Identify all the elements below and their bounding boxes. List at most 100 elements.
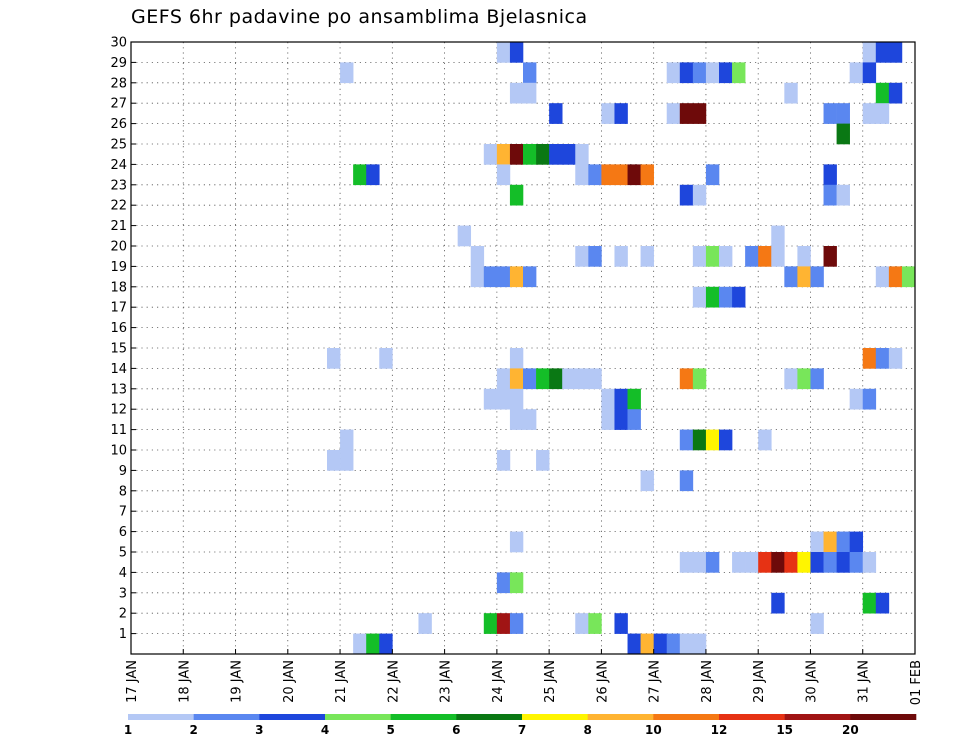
heatmap-cell [705, 286, 720, 308]
heatmap-cell [810, 531, 824, 553]
heatmap-cell [496, 266, 511, 288]
y-tick-label: 12 [110, 403, 127, 418]
heatmap-cell [627, 388, 641, 410]
heatmap-cell [496, 144, 511, 165]
heatmap-cell [692, 103, 707, 124]
heatmap-cell [705, 62, 720, 84]
heatmap-cell [692, 368, 707, 390]
heatmap-cell [745, 246, 759, 267]
heatmap-cell [549, 103, 563, 124]
colorbar-label: 20 [842, 723, 859, 737]
heatmap-cell [614, 613, 628, 634]
heatmap-cell [679, 368, 694, 390]
heatmap-cell [366, 164, 380, 186]
heatmap-cell [797, 266, 811, 288]
heatmap-cell [849, 388, 864, 410]
y-axis: 1234567891011121314151617181920212223242… [110, 36, 136, 642]
heatmap-cell [771, 225, 785, 247]
heatmap-cell [575, 164, 589, 186]
heatmap-cell [836, 552, 850, 573]
heatmap-cell [575, 613, 589, 634]
heatmap-cell [640, 164, 654, 186]
heatmap-cell [823, 164, 837, 186]
y-tick-label: 17 [110, 301, 127, 316]
heatmap-cell [810, 552, 824, 573]
colorbar-swatch [325, 714, 391, 720]
heatmap-cell [588, 164, 602, 186]
heatmap-cell [523, 266, 537, 288]
heatmap-cell [862, 552, 877, 573]
y-tick-label: 11 [110, 423, 127, 438]
heatmap-cell [601, 164, 615, 186]
heatmap-cell [836, 184, 850, 206]
y-tick-label: 25 [110, 138, 127, 153]
heatmap-cell [523, 82, 537, 104]
heatmap-cell [379, 633, 393, 655]
x-tick-label: 25 JAN [543, 660, 558, 703]
heatmap-cell [483, 613, 498, 634]
heatmap-cell [849, 62, 864, 84]
heatmap-cell [705, 246, 720, 267]
y-tick-label: 3 [119, 586, 127, 601]
x-tick-label: 31 JAN [857, 660, 872, 703]
heatmap-cell [758, 552, 772, 573]
heatmap-cell [679, 552, 694, 573]
colorbar: 1 2 3 4 5 6 7 8 10 12 15 20 [124, 714, 917, 737]
heatmap-cell [483, 144, 498, 165]
x-axis: 17 JAN 18 JAN 19 JAN 20 JAN 21 JAN 22 JAN 23 J… [125, 649, 924, 705]
colorbar-swatch [653, 714, 720, 720]
heatmap-cell [340, 429, 354, 451]
heatmap-cell [640, 470, 654, 492]
y-tick-label: 10 [110, 444, 127, 459]
heatmap-cell [509, 368, 524, 390]
heatmap-cell [666, 103, 681, 124]
heatmap-cell [692, 633, 707, 655]
colorbar-label: 1 [124, 723, 132, 737]
heatmap-cell [418, 613, 432, 634]
y-tick-label: 18 [110, 280, 127, 295]
heatmap-cell [771, 592, 785, 614]
heatmap-cell [588, 613, 602, 634]
heatmap-cell [509, 348, 524, 369]
heatmap-cell [457, 225, 472, 247]
heatmap-cell [823, 103, 837, 124]
y-tick-label: 24 [110, 158, 127, 173]
y-tick-label: 22 [110, 199, 127, 214]
x-tick-label: 29 JAN [752, 660, 767, 703]
colorbar-swatch [128, 714, 194, 720]
heatmap-cell [810, 613, 824, 634]
heatmap-cell [771, 246, 785, 267]
heatmap-cell [719, 246, 733, 267]
heatmap-cell [875, 103, 890, 124]
heatmap-cell [614, 388, 628, 410]
y-tick-label: 1 [119, 627, 127, 642]
heatmap-cell [758, 429, 772, 451]
heatmap-cell [679, 470, 694, 492]
x-tick-label: 27 JAN [648, 660, 663, 703]
heatmap-cell [509, 388, 524, 410]
heatmap-cell [653, 633, 668, 655]
heatmap-cell [536, 144, 550, 165]
heatmap-cell [849, 531, 864, 553]
heatmap-cell [509, 184, 524, 206]
heatmap-cell [640, 246, 654, 267]
heatmap-cell [523, 409, 537, 430]
heatmap-cell [509, 266, 524, 288]
y-tick-label: 27 [110, 97, 127, 112]
heatmap-cell [862, 348, 877, 369]
heatmap-cell [875, 592, 890, 614]
x-tick-label: 17 JAN [125, 660, 140, 703]
colorbar-label: 3 [255, 723, 263, 737]
heatmap-cell [692, 429, 707, 451]
heatmap-cell [353, 164, 367, 186]
heatmap-cell [679, 429, 694, 451]
y-tick-label: 14 [110, 362, 127, 377]
heatmap-cell [784, 82, 798, 104]
heatmap-cell [862, 42, 877, 63]
colorbar-swatch [390, 714, 457, 720]
colorbar-label: 15 [776, 723, 793, 737]
heatmap-cell [719, 429, 733, 451]
heatmap-cell [771, 552, 785, 573]
heatmap-cell [732, 286, 746, 308]
